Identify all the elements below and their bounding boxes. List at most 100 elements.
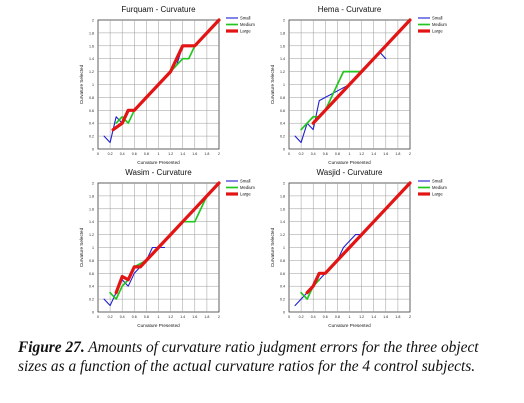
x-tick-label: 0.8 [144, 315, 149, 319]
x-tick-label: 1.4 [371, 315, 376, 319]
curvature-charts-figure: 0 0.2 0.4 0.6 0.8 1 1.2 1.4 1.6 1.8 2 0 0.2 0.4 0.6 0.8… [79, 5, 447, 328]
y-tick-label: 1.6 [280, 207, 285, 211]
legend-label-small: Small [240, 178, 251, 183]
legend-label-large: Large [432, 28, 443, 33]
figure-caption: Figure 27. Amounts of curvature ratio ju… [18, 338, 510, 376]
x-tick-label: 0.8 [335, 152, 340, 156]
x-tick-label: 1.8 [204, 152, 209, 156]
x-tick-label: 1.4 [371, 152, 376, 156]
chart-title: Furquam - Curvature [121, 5, 196, 14]
x-tick-label: 1.8 [395, 152, 400, 156]
x-tick-label: 0.2 [108, 152, 113, 156]
chart-title: Hema - Curvature [318, 5, 382, 14]
y-tick-label: 1 [92, 246, 94, 250]
chart-title: Wasjid - Curvature [317, 168, 383, 177]
y-tick-label: 1.6 [89, 44, 94, 48]
y-tick-label: 1.8 [280, 31, 285, 35]
y-tick-label: 1.2 [280, 233, 285, 237]
x-tick-label: 0.4 [120, 152, 125, 156]
y-tick-label: 1.2 [89, 233, 94, 237]
chart-panel-4: 0 0.2 0.4 0.6 0.8 1 1.2 1.4 1.6 1.8 2 0 0.2 0.4 0.6 0.8… [270, 168, 447, 328]
y-tick-label: 2 [283, 182, 285, 186]
y-axis-label: Curvature Selected [79, 64, 84, 104]
x-tick-label: 1.2 [359, 315, 364, 319]
legend-label-medium: Medium [240, 22, 255, 27]
y-tick-label: 0.2 [280, 298, 285, 302]
x-tick-label: 0.4 [120, 315, 125, 319]
x-tick-label: 0 [288, 152, 290, 156]
x-tick-label: 2 [409, 315, 411, 319]
y-tick-label: 0.6 [89, 272, 94, 276]
x-tick-label: 1.4 [180, 152, 185, 156]
legend-label-medium: Medium [432, 185, 447, 190]
x-tick-label: 0.2 [108, 315, 113, 319]
x-tick-label: 1 [349, 315, 351, 319]
chart-panel-3: 0 0.2 0.4 0.6 0.8 1 1.2 1.4 1.6 1.8 2 0 0.2 0.4 0.6 0.8… [79, 168, 255, 328]
y-tick-label: 0.8 [89, 259, 94, 263]
x-tick-label: 1.8 [204, 315, 209, 319]
y-tick-label: 1.4 [280, 220, 285, 224]
caption-figure-label: Figure 27. [18, 339, 85, 356]
y-axis-label: Curvature Selected [270, 64, 275, 104]
x-tick-label: 1.6 [192, 152, 197, 156]
caption-text: Amounts of curvature ratio judgment erro… [18, 339, 479, 375]
x-tick-label: 0.2 [299, 315, 304, 319]
series-line-large [114, 181, 221, 295]
y-tick-label: 1 [283, 246, 285, 250]
y-tick-label: 0.8 [280, 259, 285, 263]
y-tick-label: 0 [92, 148, 94, 152]
x-tick-label: 2 [218, 152, 220, 156]
chart-panel-2: 0 0.2 0.4 0.6 0.8 1 1.2 1.4 1.6 1.8 2 0 0.2 0.4 0.6 0.8… [270, 5, 447, 165]
x-axis-label: Curvature Presented [137, 160, 180, 165]
x-axis-label: Curvature Presented [328, 323, 371, 328]
y-tick-label: 0.2 [89, 298, 94, 302]
x-tick-label: 1.2 [168, 315, 173, 319]
y-tick-label: 0 [92, 311, 94, 315]
y-tick-label: 0 [283, 311, 285, 315]
y-tick-label: 1.8 [89, 194, 94, 198]
x-axis-label: Curvature Presented [137, 323, 180, 328]
y-tick-label: 0.8 [280, 96, 285, 100]
x-tick-label: 1.6 [383, 315, 388, 319]
y-tick-label: 1.4 [89, 220, 94, 224]
y-tick-label: 1.8 [89, 31, 94, 35]
legend-label-small: Small [432, 15, 443, 20]
y-tick-label: 1.2 [280, 70, 285, 74]
x-tick-label: 0 [97, 315, 99, 319]
series-line-large [111, 18, 221, 132]
series-line-large [305, 181, 412, 295]
y-tick-label: 2 [283, 19, 285, 23]
x-tick-label: 1.2 [359, 152, 364, 156]
x-tick-label: 0.2 [299, 152, 304, 156]
y-tick-label: 0 [283, 148, 285, 152]
y-tick-label: 1.4 [280, 57, 285, 61]
y-tick-label: 1.6 [280, 44, 285, 48]
y-tick-label: 2 [92, 19, 94, 23]
y-tick-label: 1 [92, 83, 94, 87]
x-tick-label: 0.6 [323, 152, 328, 156]
chart-title: Wasim - Curvature [125, 168, 192, 177]
x-axis-label: Curvature Presented [328, 160, 371, 165]
x-tick-label: 0.6 [132, 152, 137, 156]
legend-label-large: Large [240, 28, 251, 33]
y-tick-label: 2 [92, 182, 94, 186]
x-tick-label: 0 [288, 315, 290, 319]
y-axis-label: Curvature Selected [270, 227, 275, 267]
legend-label-large: Large [240, 191, 251, 196]
chart-panel-1: 0 0.2 0.4 0.6 0.8 1 1.2 1.4 1.6 1.8 2 0 0.2 0.4 0.6 0.8… [79, 5, 255, 165]
y-tick-label: 0.6 [89, 109, 94, 113]
y-tick-label: 0.6 [280, 272, 285, 276]
x-tick-label: 2 [218, 315, 220, 319]
series-line-large [311, 18, 412, 125]
y-tick-label: 0.4 [89, 122, 94, 126]
x-tick-label: 0.4 [311, 152, 316, 156]
x-tick-label: 1 [158, 152, 160, 156]
y-tick-label: 0.4 [280, 285, 285, 289]
y-tick-label: 0.6 [280, 109, 285, 113]
x-tick-label: 1 [349, 152, 351, 156]
x-tick-label: 0.6 [323, 315, 328, 319]
series-line-small [103, 246, 166, 307]
y-axis-label: Curvature Selected [79, 227, 84, 267]
